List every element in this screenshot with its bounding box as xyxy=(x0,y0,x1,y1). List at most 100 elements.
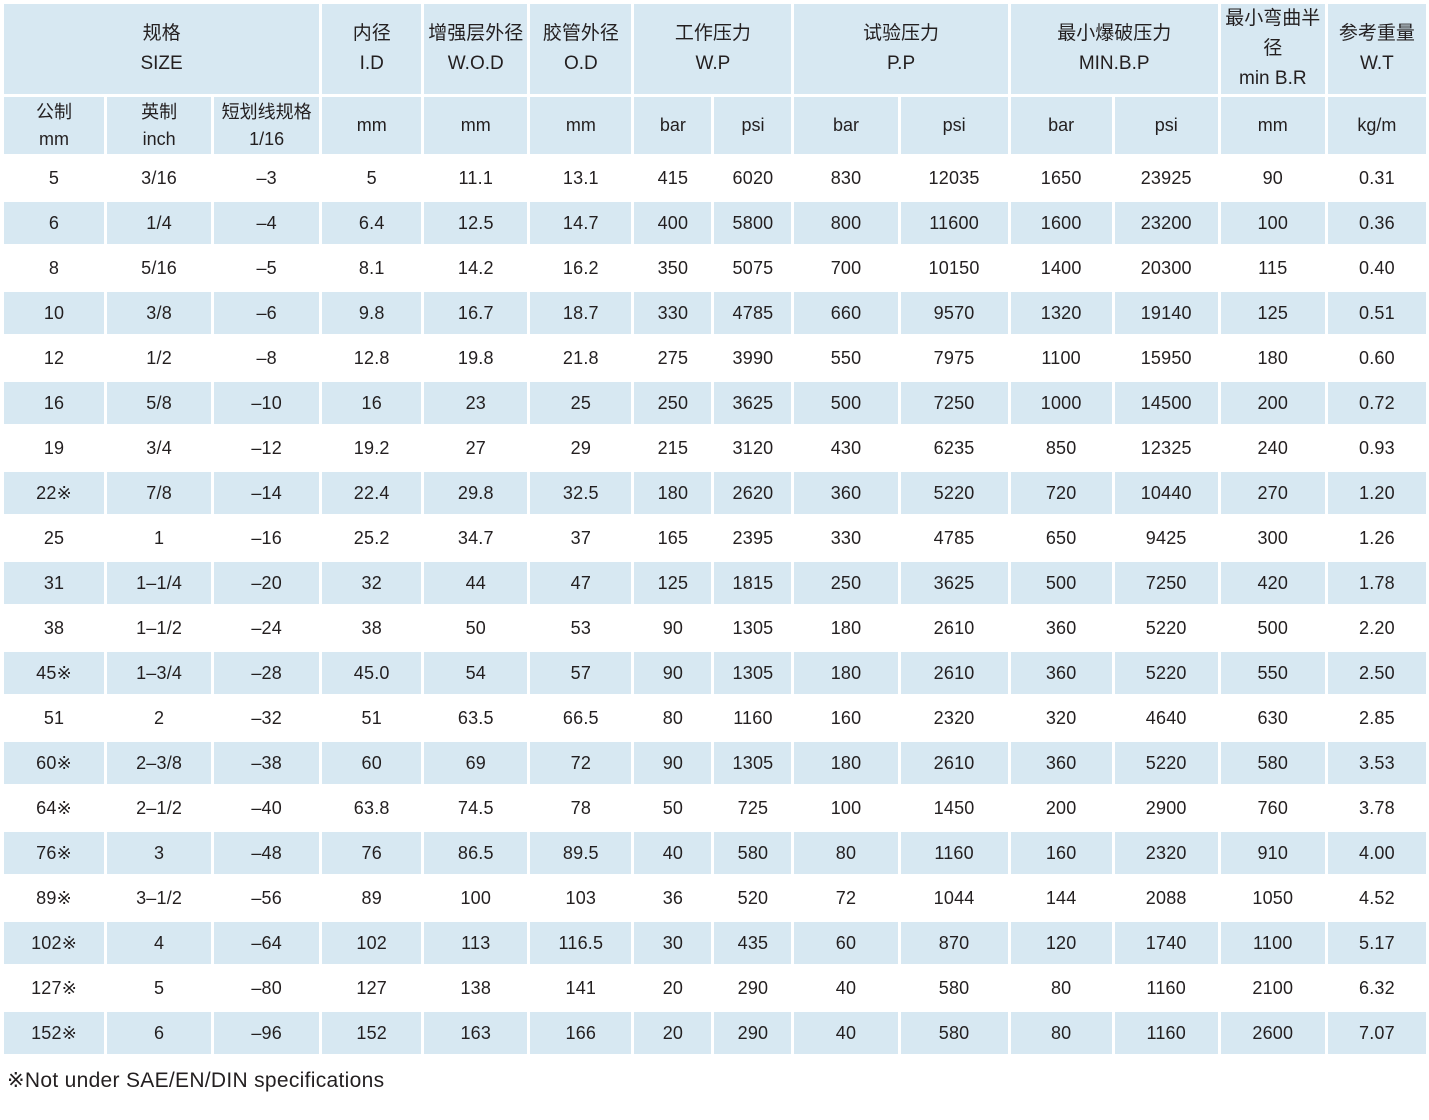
cell: 580 xyxy=(900,1012,1008,1054)
cell: 141 xyxy=(530,967,632,1009)
column-unit-header-line: kg/m xyxy=(1357,115,1397,135)
cell: –28 xyxy=(214,652,320,694)
cell: 16 xyxy=(4,382,105,424)
cell: 1044 xyxy=(900,877,1008,919)
cell: 23925 xyxy=(1114,157,1218,199)
cell: 360 xyxy=(794,472,898,514)
cell: 3120 xyxy=(714,427,792,469)
table-row: 102※ 4 –64 102 113 116.5 30 435 60 870 120 1740 1100… xyxy=(4,922,1426,964)
cell: 2–1/2 xyxy=(107,787,212,829)
column-unit-header: 公制 mm xyxy=(4,97,105,154)
cell: 580 xyxy=(900,967,1008,1009)
cell: 3990 xyxy=(714,337,792,379)
cell: 2610 xyxy=(900,742,1008,784)
cell: 2320 xyxy=(900,697,1008,739)
cell: 435 xyxy=(714,922,792,964)
cell: 4 xyxy=(107,922,212,964)
cell: 66.5 xyxy=(530,697,632,739)
column-group-header-line: W.O.D xyxy=(447,53,504,74)
cell: 74.5 xyxy=(424,787,528,829)
cell: 16 xyxy=(322,382,422,424)
cell: 60 xyxy=(794,922,898,964)
cell: –38 xyxy=(214,742,320,784)
cell: 76※ xyxy=(4,832,105,874)
cell: 160 xyxy=(1010,832,1112,874)
cell: 9570 xyxy=(900,292,1008,334)
cell: –4 xyxy=(214,202,320,244)
cell: 6.4 xyxy=(322,202,422,244)
cell: 10 xyxy=(4,292,105,334)
cell: 27 xyxy=(424,427,528,469)
column-group-header-line: SIZE xyxy=(140,53,183,74)
column-unit-header: mm xyxy=(424,97,528,154)
column-unit-header-line: mm xyxy=(460,115,491,135)
column-group-header-line: 参考重量 xyxy=(1338,23,1415,44)
cell: 720 xyxy=(1010,472,1112,514)
cell: –20 xyxy=(214,562,320,604)
cell: 127 xyxy=(322,967,422,1009)
cell: 1160 xyxy=(1114,967,1218,1009)
cell: 19140 xyxy=(1114,292,1218,334)
spec-table-body: 5 3/16 –3 5 11.1 13.1 415 6020 830 12035 1650 23925… xyxy=(4,157,1426,1054)
cell: 64※ xyxy=(4,787,105,829)
cell: 2 xyxy=(107,697,212,739)
cell: 138 xyxy=(424,967,528,1009)
cell: 3.53 xyxy=(1327,742,1426,784)
cell: 100 xyxy=(424,877,528,919)
column-group-header: 最小弯曲半径 min B.R xyxy=(1220,4,1325,94)
cell: –16 xyxy=(214,517,320,559)
table-row: 64※ 2–1/2 –40 63.8 74.5 78 50 725 100 1450 200 2900… xyxy=(4,787,1426,829)
cell: 45.0 xyxy=(322,652,422,694)
column-group-header-line: O.D xyxy=(563,53,598,74)
table-row: 152※ 6 –96 152 163 166 20 290 40 580 80 1160 2600 7.0… xyxy=(4,1012,1426,1054)
cell: 7/8 xyxy=(107,472,212,514)
cell: 32.5 xyxy=(530,472,632,514)
cell: 4785 xyxy=(900,517,1008,559)
cell: 2100 xyxy=(1220,967,1325,1009)
cell: 3/8 xyxy=(107,292,212,334)
cell: 2610 xyxy=(900,652,1008,694)
cell: 9425 xyxy=(1114,517,1218,559)
cell: 3–1/2 xyxy=(107,877,212,919)
cell: 215 xyxy=(634,427,712,469)
cell: 25 xyxy=(4,517,105,559)
cell: 910 xyxy=(1220,832,1325,874)
cell: 116.5 xyxy=(530,922,632,964)
cell: 800 xyxy=(794,202,898,244)
cell: 5.17 xyxy=(1327,922,1426,964)
column-unit-header-line: psi xyxy=(942,115,966,135)
cell: 330 xyxy=(794,517,898,559)
cell: 5/8 xyxy=(107,382,212,424)
cell: –48 xyxy=(214,832,320,874)
cell: 19.8 xyxy=(424,337,528,379)
cell: 180 xyxy=(794,652,898,694)
cell: 250 xyxy=(634,382,712,424)
cell: 4.00 xyxy=(1327,832,1426,874)
cell: 330 xyxy=(634,292,712,334)
cell: 5220 xyxy=(1114,652,1218,694)
cell: 8 xyxy=(4,247,105,289)
column-unit-header-line: inch xyxy=(142,128,176,149)
cell: 76 xyxy=(322,832,422,874)
cell: 1.26 xyxy=(1327,517,1426,559)
cell: 580 xyxy=(1220,742,1325,784)
cell: 1000 xyxy=(1010,382,1112,424)
table-row: 8 5/16 –5 8.1 14.2 16.2 350 5075 700 10150 1400 203… xyxy=(4,247,1426,289)
cell: 12035 xyxy=(900,157,1008,199)
cell: 3625 xyxy=(900,562,1008,604)
column-group-header-line: 规格 xyxy=(142,23,181,44)
column-unit-header: mm xyxy=(1220,97,1325,154)
cell: 14.2 xyxy=(424,247,528,289)
cell: 69 xyxy=(424,742,528,784)
cell: 180 xyxy=(634,472,712,514)
cell: 3/16 xyxy=(107,157,212,199)
cell: 31 xyxy=(4,562,105,604)
table-row: 60※ 2–3/8 –38 60 69 72 90 1305 180 2610 360 5220 580… xyxy=(4,742,1426,784)
cell: 420 xyxy=(1220,562,1325,604)
cell: 650 xyxy=(1010,517,1112,559)
cell: 14500 xyxy=(1114,382,1218,424)
column-group-header: 增强层外径 W.O.D xyxy=(424,4,528,94)
column-unit-header: mm xyxy=(530,97,632,154)
cell: 25 xyxy=(530,382,632,424)
cell: 360 xyxy=(1010,607,1112,649)
